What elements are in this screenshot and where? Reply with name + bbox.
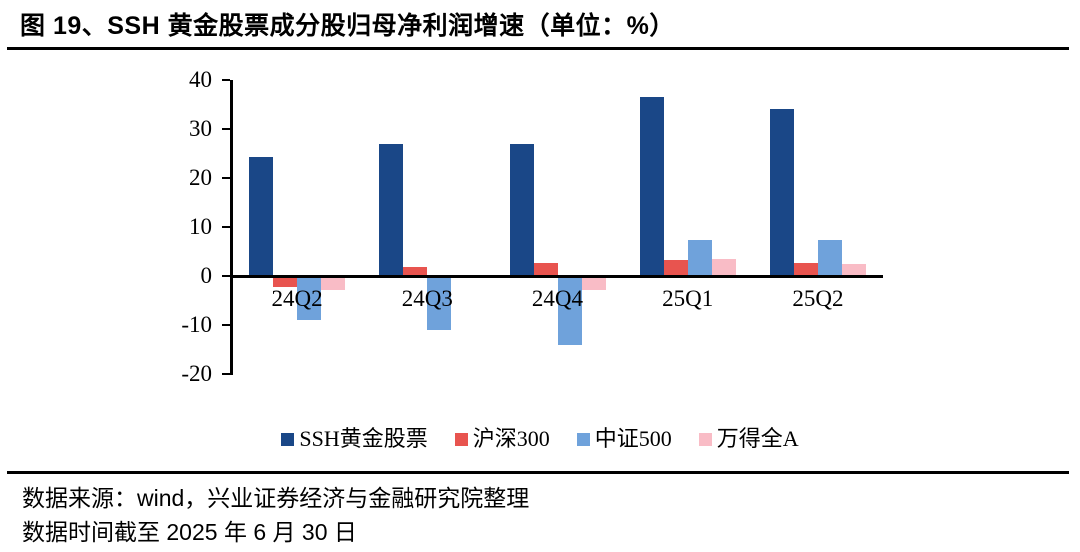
bar-SSH黄金股票-24Q2: [249, 157, 274, 276]
y-axis-tick-label: -10: [181, 312, 212, 337]
y-axis-tick-label: -20: [181, 361, 212, 386]
x-axis-category-label: 24Q3: [401, 286, 453, 311]
legend-item: 沪深300: [454, 426, 550, 451]
y-axis-tick: [222, 79, 230, 81]
y-axis-tick-label: 40: [189, 67, 212, 92]
legend-swatch-icon: [454, 432, 468, 446]
title-divider: [7, 47, 1069, 50]
y-axis-tick-label: 10: [189, 214, 212, 239]
bar-沪深300-25Q1: [663, 259, 688, 276]
y-axis-line: [230, 80, 233, 375]
bar-万得全A-24Q2: [321, 276, 346, 291]
y-axis-tick: [222, 373, 230, 375]
y-axis-tick: [222, 324, 230, 326]
bar-SSH黄金股票-25Q1: [639, 97, 664, 276]
data-cutoff-note: 数据时间截至 2025 年 6 月 30 日: [22, 519, 357, 545]
legend-label: 万得全A: [716, 426, 799, 451]
bar-沪深300-24Q4: [533, 262, 558, 276]
legend-swatch-icon: [698, 432, 712, 446]
bar-中证500-24Q4: [557, 276, 582, 345]
legend-item: SSH黄金股票: [281, 426, 428, 451]
bar-万得全A-25Q2: [841, 264, 866, 276]
bar-万得全A-25Q1: [711, 258, 736, 276]
bar-中证500-24Q3: [427, 276, 452, 330]
x-axis-line: [232, 275, 883, 278]
bar-SSH黄金股票-25Q2: [769, 109, 794, 276]
chart-legend: SSH黄金股票 沪深300 中证500 万得全A: [0, 427, 1080, 451]
legend-label: 沪深300: [472, 426, 550, 451]
y-axis-tick-label: 0: [200, 263, 213, 288]
bar-沪深300-25Q2: [793, 263, 818, 276]
y-axis-tick: [222, 275, 230, 277]
y-axis-tick-label: 30: [189, 116, 212, 141]
bar-万得全A-24Q4: [581, 276, 606, 290]
y-axis-tick: [222, 226, 230, 228]
legend-item: 中证500: [576, 426, 672, 451]
y-axis-tick: [222, 128, 230, 130]
legend-swatch-icon: [281, 432, 295, 446]
bar-中证500-25Q2: [817, 240, 842, 276]
y-axis-tick-label: 20: [189, 165, 212, 190]
x-axis-category-label: 25Q1: [662, 286, 714, 311]
y-axis-tick: [222, 177, 230, 179]
bar-SSH黄金股票-24Q4: [509, 144, 534, 276]
data-source-note: 数据来源：wind，兴业证券经济与金融研究院整理: [22, 485, 530, 511]
bar-chart: 40 30 20 10 0 -10 -20 24Q2 24Q3 24Q4 25Q1 25Q2 SSH黄金…: [0, 67, 1080, 451]
x-axis-category-label: 24Q4: [531, 286, 584, 311]
footer-divider: [7, 471, 1069, 474]
bar-SSH黄金股票-24Q3: [379, 144, 404, 276]
bar-中证500-24Q2: [297, 276, 322, 320]
x-axis-category-label: 25Q2: [792, 286, 844, 311]
figure-title: 图 19、SSH 黄金股票成分股归母净利润增速（单位：%）: [20, 12, 675, 40]
legend-item: 万得全A: [698, 426, 799, 451]
bar-中证500-25Q1: [687, 239, 712, 276]
x-axis-category-label: 24Q2: [271, 286, 323, 311]
bar-沪深300-24Q3: [403, 267, 428, 276]
legend-swatch-icon: [576, 432, 590, 446]
legend-label: 中证500: [594, 426, 672, 451]
legend-label: SSH黄金股票: [299, 426, 428, 451]
bar-沪深300-24Q2: [273, 276, 298, 288]
